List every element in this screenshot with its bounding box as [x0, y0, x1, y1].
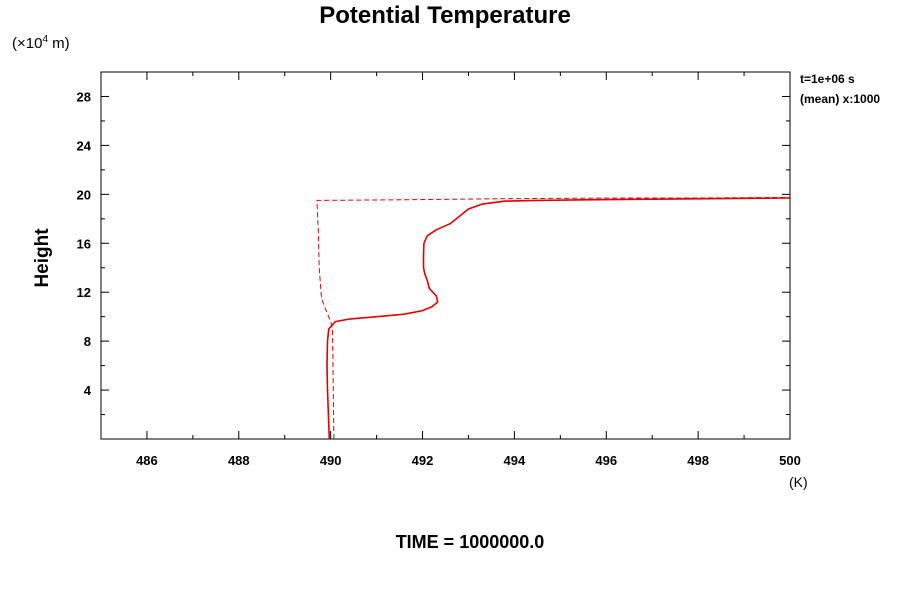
time-footer: TIME = 1000000.0	[395, 532, 545, 552]
mean-annotation: (mean) x:1000	[800, 92, 881, 106]
y-tick-label: 28	[77, 89, 91, 104]
x-tick-label: 488	[228, 453, 250, 468]
x-tick-label: 500	[779, 453, 801, 468]
plot-frame	[100, 71, 791, 440]
y-axis-unit: (×104 m)	[12, 34, 70, 52]
solid-series-line	[326, 197, 791, 440]
x-tick-label: 494	[504, 453, 526, 468]
chart-title: Potential Temperature	[319, 2, 571, 29]
y-tick-label: 24	[77, 138, 92, 153]
y-tick-label: 12	[77, 285, 91, 300]
y-tick-label: 8	[84, 334, 91, 349]
x-axis-unit: (K)	[789, 474, 808, 490]
x-tick-label: 492	[412, 453, 434, 468]
y-tick-label: 4	[84, 383, 92, 398]
x-tick-label: 486	[136, 453, 158, 468]
y-tick-label: 16	[77, 236, 91, 251]
x-tick-label: 498	[687, 453, 709, 468]
time-annotation: t=1e+06 s	[800, 72, 855, 86]
y-tick-label: 20	[77, 187, 91, 202]
x-tick-label: 490	[320, 453, 342, 468]
dashed-series-line	[316, 196, 791, 440]
x-tick-label: 496	[595, 453, 617, 468]
